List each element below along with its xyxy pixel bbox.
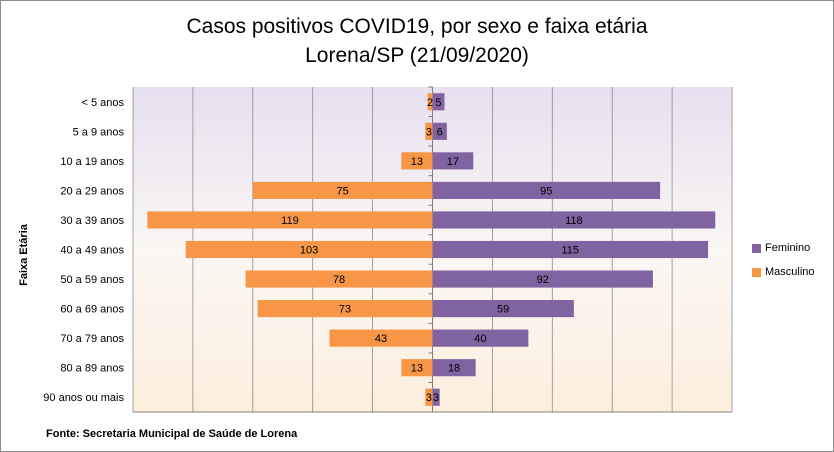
data-label-feminino: 18	[448, 363, 460, 375]
category-tick-label: 40 a 49 anos	[60, 245, 124, 257]
bar-masculino	[245, 270, 433, 288]
legend-swatch-feminino	[752, 243, 761, 253]
category-tick-label: 5 a 9 anos	[73, 126, 125, 138]
data-label-feminino: 59	[497, 304, 509, 316]
data-label-feminino: 92	[537, 274, 549, 286]
bar-feminino	[432, 122, 447, 140]
data-label-feminino: 6	[437, 126, 443, 138]
bar-masculino	[147, 211, 433, 229]
data-label-masculino: 78	[333, 274, 345, 286]
data-label-masculino: 13	[411, 363, 423, 375]
bar-masculino	[401, 152, 433, 170]
category-tick-label: 80 a 89 anos	[60, 363, 124, 375]
bar-feminino	[432, 359, 476, 377]
data-label-feminino: 95	[540, 185, 552, 197]
data-label-masculino: 119	[281, 215, 299, 227]
bar-feminino	[432, 300, 574, 318]
category-tick-label: 50 a 59 anos	[60, 274, 124, 286]
data-label-feminino: 118	[565, 215, 583, 227]
data-label-feminino: 40	[474, 333, 486, 345]
bar-masculino	[427, 93, 433, 111]
bar-masculino	[425, 122, 433, 140]
data-label-masculino: 75	[337, 185, 349, 197]
legend-label-feminino: Feminino	[765, 242, 811, 254]
chart-title-line1: Casos positivos COVID19, por sexo e faix…	[186, 15, 648, 38]
bar-masculino	[329, 329, 433, 347]
bar-masculino	[257, 300, 433, 318]
source-note: Fonte: Secretaria Municipal de Saúde de …	[46, 428, 298, 440]
chart-subtitle: Lorena/SP (21/09/2020)	[305, 44, 529, 67]
bar-masculino	[252, 181, 433, 199]
category-tick-label: 60 a 69 anos	[60, 304, 124, 316]
bar-feminino	[432, 240, 709, 259]
bar-feminino	[432, 181, 661, 199]
data-label-feminino: 3	[433, 392, 439, 404]
bar-feminino	[432, 388, 440, 406]
legend-label-masculino: Masculino	[765, 266, 815, 278]
data-label-masculino: 13	[411, 156, 423, 168]
data-label-feminino: 115	[561, 245, 579, 257]
legend-swatch-masculino	[752, 267, 761, 277]
data-label-masculino: 43	[375, 333, 387, 345]
y-axis-label: Faixa Etária	[18, 224, 30, 286]
bar-feminino	[432, 270, 653, 288]
chart-title: Casos positivos COVID19, por sexo e faix…	[0, 12, 834, 70]
category-tick-label: 10 a 19 anos	[60, 156, 124, 168]
data-label-masculino: 73	[339, 304, 351, 316]
category-tick-label: 20 a 29 anos	[60, 185, 124, 197]
bar-masculino	[401, 359, 433, 377]
bar-feminino	[432, 329, 529, 347]
category-tick-label: 30 a 39 anos	[60, 215, 124, 227]
bar-feminino	[432, 152, 474, 170]
bar-feminino	[432, 93, 445, 111]
data-label-masculino: 2	[427, 97, 433, 109]
data-label-masculino: 3	[426, 126, 432, 138]
data-label-feminino: 5	[435, 97, 441, 109]
legend-item-masculino: Masculino	[752, 266, 815, 278]
category-tick-label: 70 a 79 anos	[60, 333, 124, 345]
data-label-masculino: 103	[300, 245, 318, 257]
data-label-feminino: 17	[447, 156, 459, 168]
legend-item-feminino: Feminino	[752, 242, 810, 254]
category-tick-label: < 5 anos	[81, 97, 124, 109]
data-label-masculino: 3	[426, 392, 432, 404]
bar-feminino	[432, 211, 716, 229]
bar-masculino	[425, 388, 433, 406]
bar-masculino	[185, 240, 433, 259]
category-tick-label: 90 anos ou mais	[43, 392, 124, 404]
